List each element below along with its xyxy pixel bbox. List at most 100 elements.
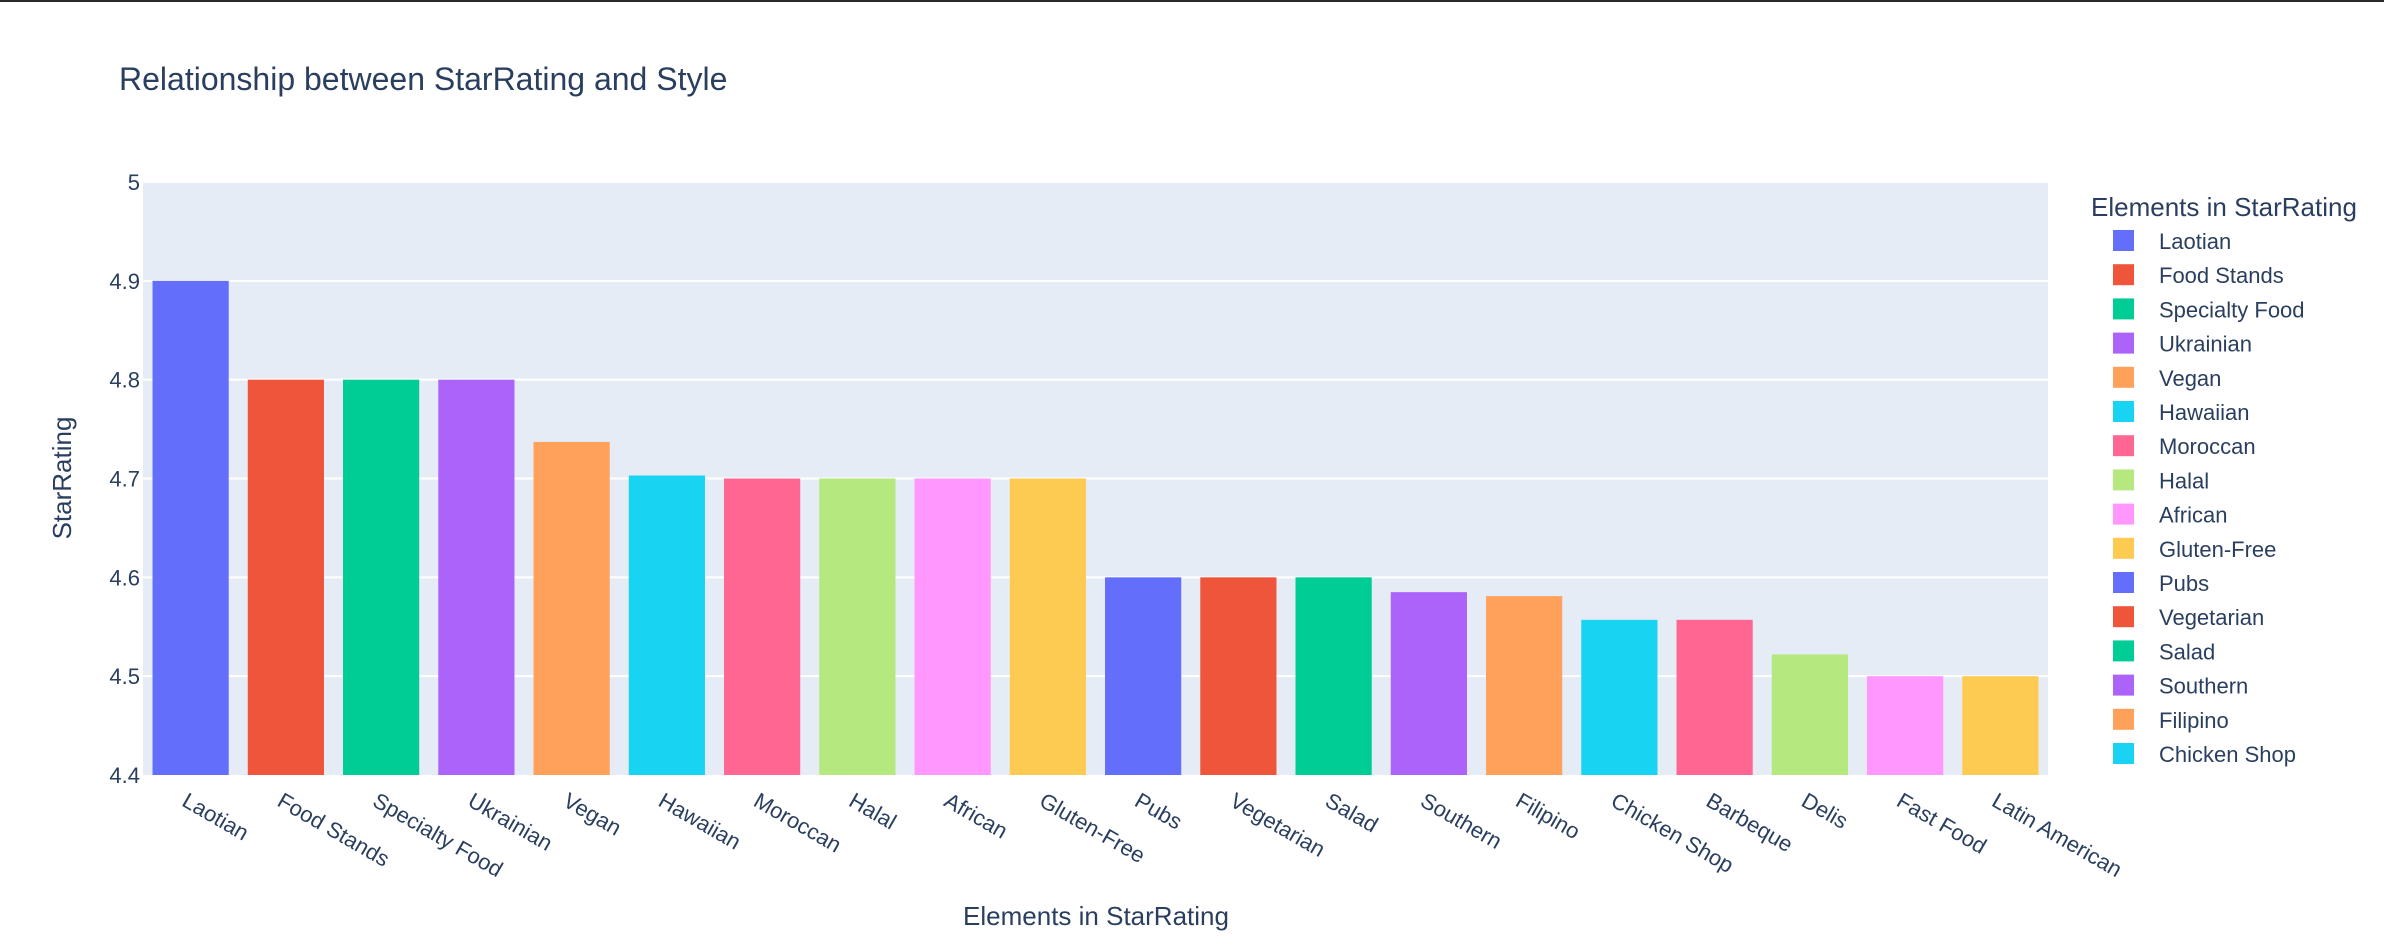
bar[interactable]	[533, 441, 610, 775]
x-tick-label: Filipino	[1512, 788, 1585, 845]
legend-label: Ukrainian	[2159, 332, 2252, 357]
legend-swatch	[2113, 298, 2134, 320]
bar[interactable]	[1295, 577, 1372, 775]
x-tick-label: Hawaiian	[654, 788, 745, 855]
bar[interactable]	[1867, 676, 1944, 775]
legend-label: Pubs	[2159, 571, 2209, 596]
x-tick-label: Latin American	[1988, 788, 2127, 882]
bar[interactable]	[438, 379, 515, 775]
y-axis-ticks: 4.4 4.5 4.6 4.7 4.8 4.9 5	[109, 170, 140, 788]
legend-swatch	[2113, 640, 2134, 662]
legend-label: Gluten-Free	[2159, 537, 2276, 562]
y-tick-label: 4.6	[109, 565, 140, 590]
legend-label: Specialty Food	[2159, 297, 2305, 322]
legend-swatch	[2113, 435, 2134, 457]
x-tick-label: African	[940, 788, 1012, 844]
bar[interactable]	[1200, 577, 1277, 775]
legend-item[interactable]: Filipino	[2113, 708, 2229, 733]
bars	[152, 280, 2039, 776]
legend-swatch	[2113, 674, 2134, 696]
x-tick-label: Gluten-Free	[1035, 788, 1149, 868]
bar[interactable]	[152, 280, 229, 775]
legend-label: Salad	[2159, 639, 2215, 664]
legend-swatch	[2113, 366, 2134, 388]
bar[interactable]	[1009, 478, 1086, 776]
legend-swatch	[2113, 264, 2134, 286]
legend-label: Filipino	[2159, 708, 2229, 733]
legend-swatch	[2113, 230, 2134, 251]
legend-swatch	[2113, 332, 2134, 354]
legend-label: Vegetarian	[2159, 605, 2264, 630]
legend-label: Chicken Shop	[2159, 742, 2296, 767]
legend-title: Elements in StarRating	[2091, 192, 2357, 222]
y-tick-label: 5	[128, 170, 140, 195]
chart-title: Relationship between StarRating and Styl…	[119, 61, 727, 97]
x-tick-label: Southern	[1416, 788, 1506, 854]
y-tick-label: 4.4	[109, 763, 140, 788]
bar[interactable]	[914, 478, 991, 776]
legend-item[interactable]: African	[2113, 503, 2227, 528]
bar[interactable]	[1676, 619, 1753, 775]
legend-item[interactable]: Food Stands	[2113, 263, 2284, 288]
legend-swatch	[2113, 606, 2134, 628]
bar[interactable]	[1962, 676, 2039, 775]
bar[interactable]	[1486, 596, 1563, 775]
legend-swatch	[2113, 572, 2134, 593]
x-tick-label: Vegan	[559, 788, 626, 841]
legend-item[interactable]: Laotian	[2113, 229, 2231, 254]
legend-label: Laotian	[2159, 229, 2231, 254]
legend-swatch	[2113, 743, 2134, 764]
bar[interactable]	[1581, 619, 1658, 775]
legend-item[interactable]: Hawaiian	[2113, 400, 2250, 425]
y-axis-label: StarRating	[47, 417, 77, 540]
legend-label: Vegan	[2159, 366, 2221, 391]
bar[interactable]	[1390, 592, 1467, 775]
legend-item[interactable]: Gluten-Free	[2113, 537, 2276, 562]
legend-item[interactable]: Pubs	[2113, 571, 2209, 596]
legend-item[interactable]: Specialty Food	[2113, 297, 2305, 322]
legend-swatch	[2113, 708, 2134, 730]
legend-item[interactable]: Southern	[2113, 674, 2248, 699]
legend-item[interactable]: Moroccan	[2113, 434, 2256, 459]
legend-label: Hawaiian	[2159, 400, 2250, 425]
x-tick-label: Delis	[1797, 788, 1852, 834]
legend-item[interactable]: Vegan	[2113, 366, 2221, 391]
x-tick-label: Vegetarian	[1226, 788, 1330, 862]
legend-item[interactable]: Salad	[2113, 639, 2215, 664]
y-tick-label: 4.8	[109, 368, 140, 393]
legend-label: Southern	[2159, 674, 2248, 699]
legend-item[interactable]: Chicken Shop	[2113, 742, 2296, 767]
bar[interactable]	[343, 379, 420, 775]
y-tick-label: 4.9	[109, 269, 140, 294]
x-tick-label: Laotian	[178, 788, 253, 846]
y-tick-label: 4.7	[109, 467, 140, 492]
legend-item[interactable]: Halal	[2113, 468, 2209, 493]
x-tick-label: Fast Food	[1893, 788, 1991, 859]
top-border	[0, 0, 2384, 2]
x-tick-label: Pubs	[1131, 788, 1187, 835]
legend-label: Moroccan	[2159, 434, 2256, 459]
bar[interactable]	[724, 478, 801, 776]
bar[interactable]	[1771, 654, 1848, 775]
x-tick-label: Salad	[1321, 788, 1382, 838]
legend-swatch	[2113, 503, 2134, 525]
legend-item[interactable]: Vegetarian	[2113, 605, 2264, 630]
legend-swatch	[2113, 537, 2134, 559]
bar[interactable]	[628, 475, 705, 775]
bar[interactable]	[1105, 577, 1182, 775]
y-tick-label: 4.5	[109, 664, 140, 689]
legend-swatch	[2113, 469, 2134, 491]
bar[interactable]	[819, 478, 896, 776]
x-tick-label: Moroccan	[750, 788, 846, 858]
bar[interactable]	[247, 379, 324, 775]
x-tick-label: Halal	[845, 788, 901, 835]
x-axis-label: Elements in StarRating	[963, 901, 1229, 931]
legend-item[interactable]: Ukrainian	[2113, 332, 2252, 357]
legend-label: African	[2159, 503, 2227, 528]
legend-label: Halal	[2159, 468, 2209, 493]
legend-label: Food Stands	[2159, 263, 2284, 288]
legend[interactable]: Laotian Food Stands Specialty Food Ukrainia…	[2113, 229, 2305, 767]
legend-swatch	[2113, 401, 2134, 422]
